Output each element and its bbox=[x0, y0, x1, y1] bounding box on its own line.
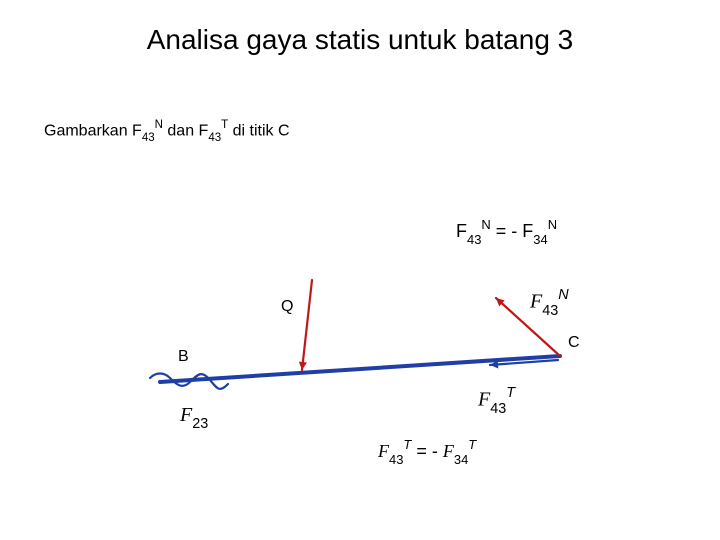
force-diagram bbox=[0, 0, 720, 540]
